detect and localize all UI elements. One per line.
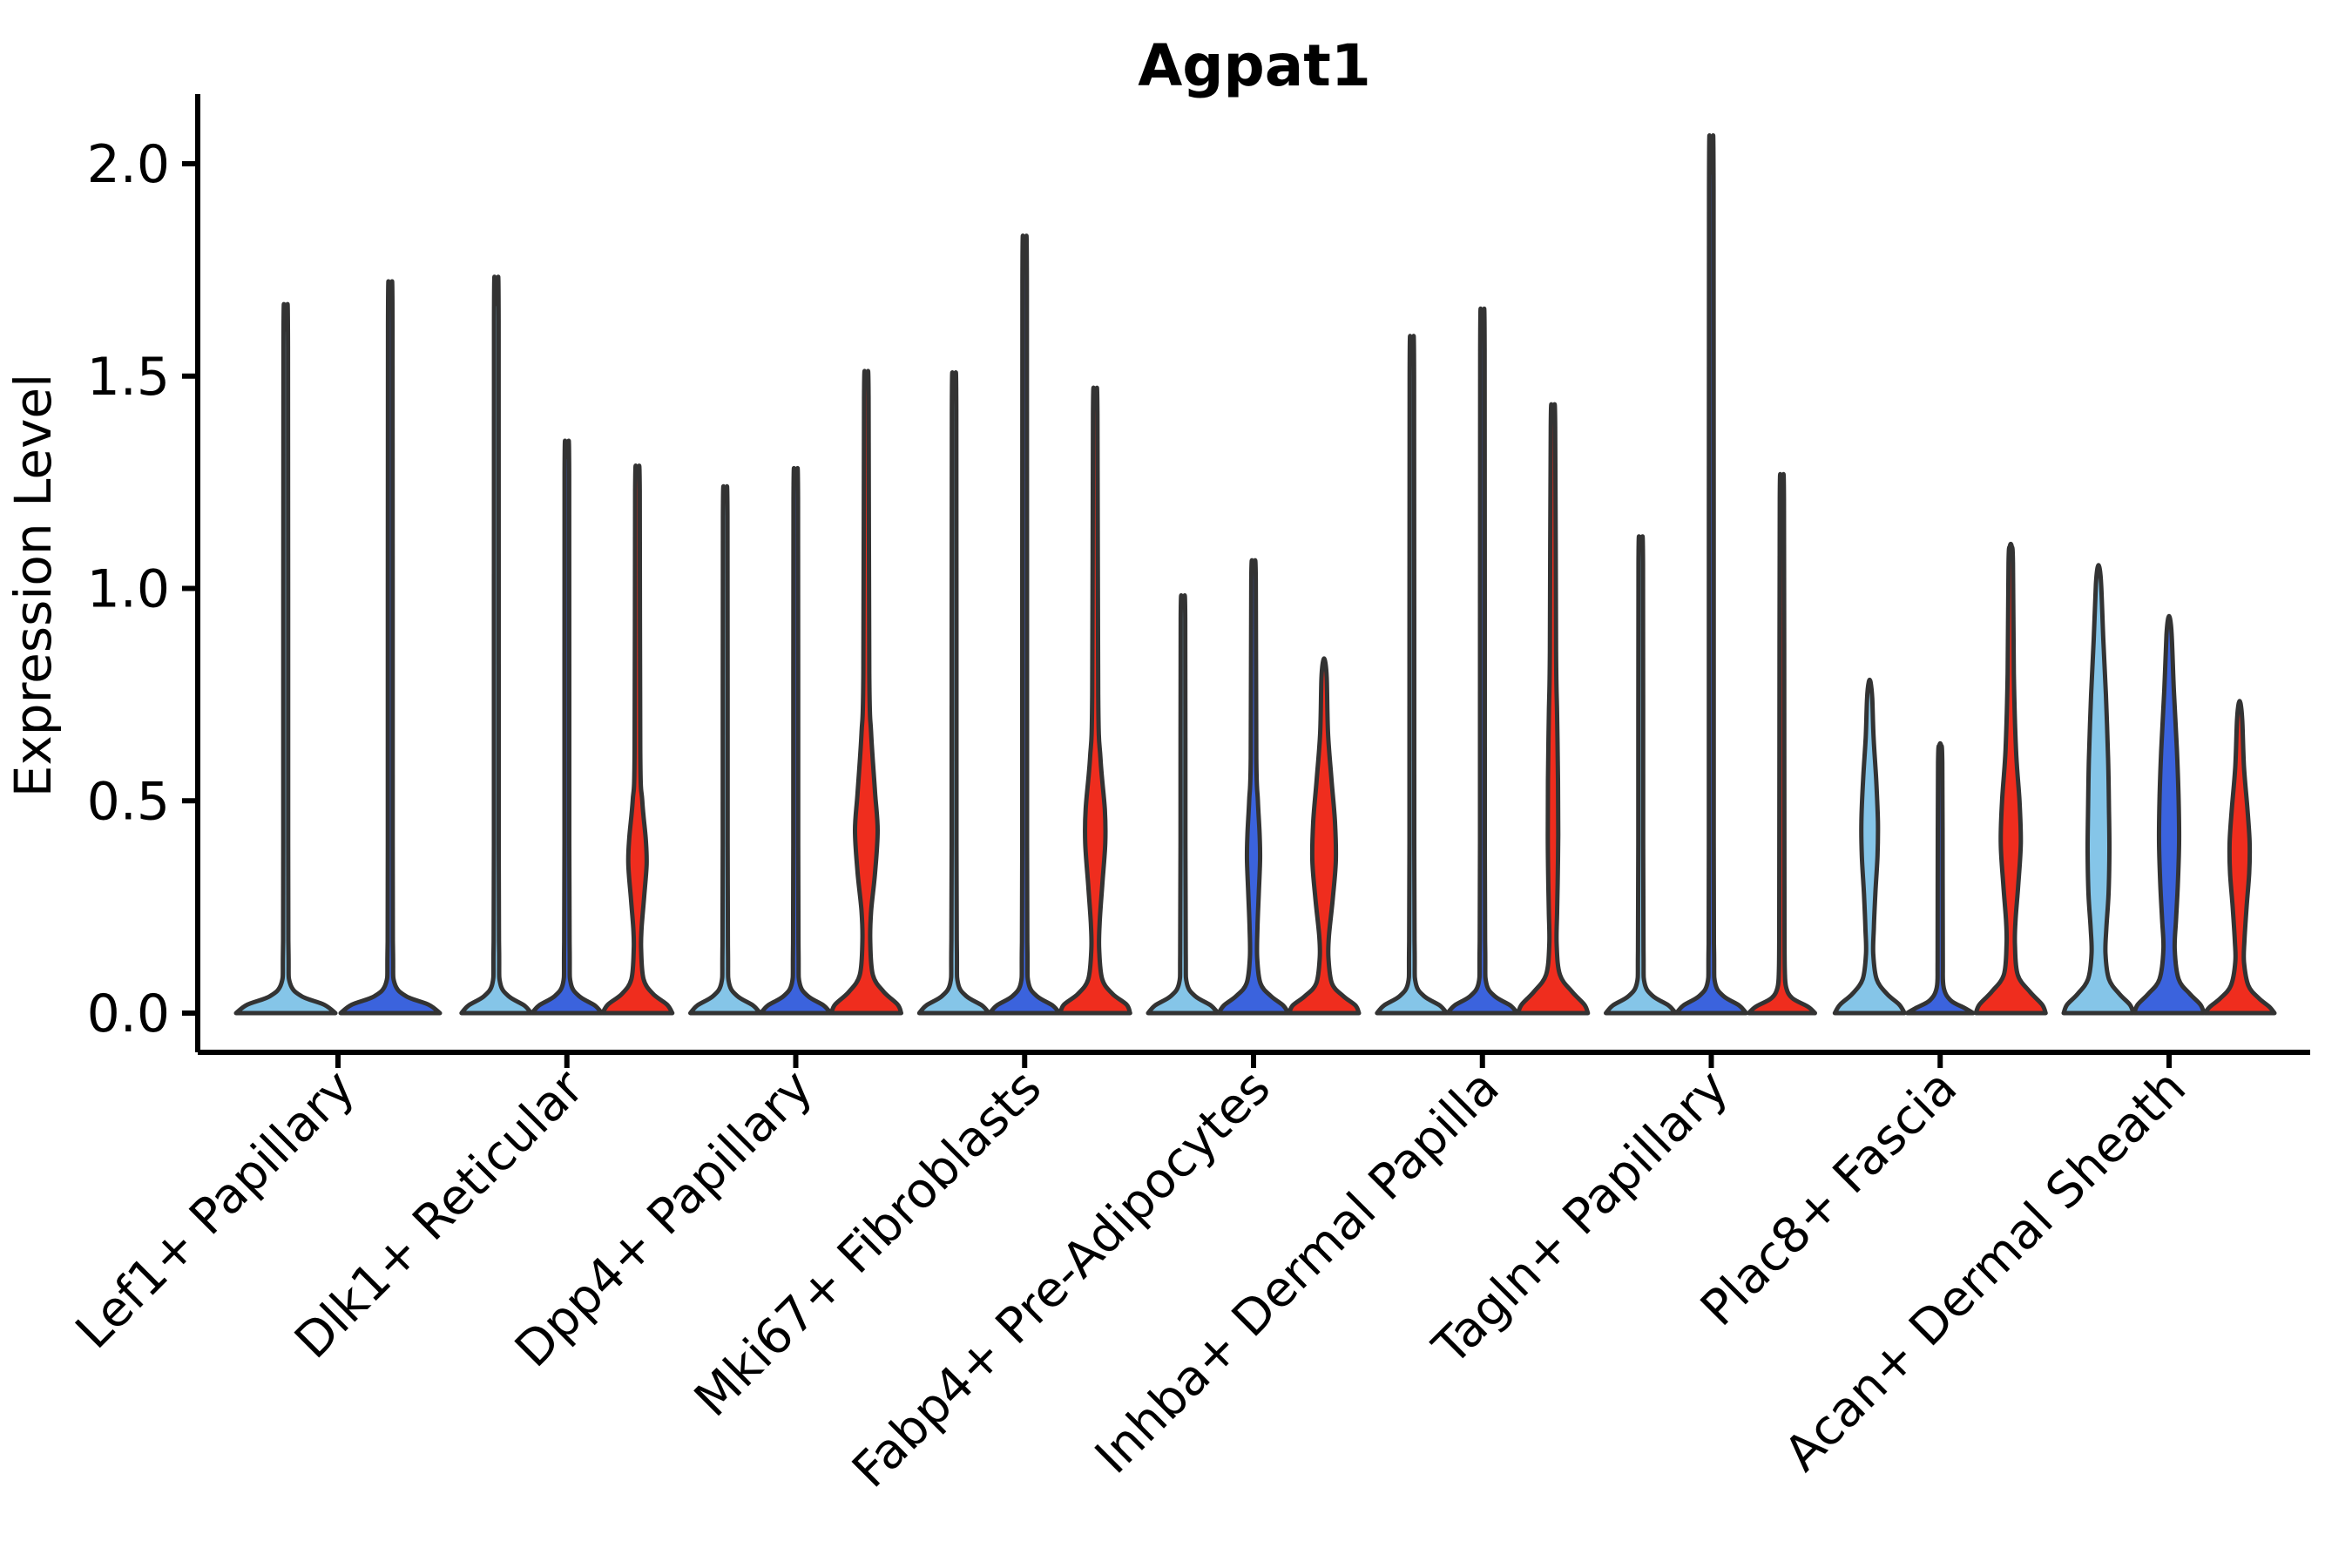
x-tick-label: Inhba+ Dermal Papilla <box>1085 1059 1511 1485</box>
y-tick-label: 1.0 <box>87 559 170 620</box>
violin-red <box>829 368 903 1016</box>
x-tick-label: Acan+ Dermal Sheath <box>1774 1059 2197 1483</box>
violin-dark_blue <box>759 465 833 1016</box>
y-tick-label: 1.5 <box>87 347 170 408</box>
violin-dark_blue <box>1904 740 1976 1016</box>
violin-dark_blue <box>530 438 605 1016</box>
violin-light_blue <box>1604 534 1678 1016</box>
y-tick-label: 0.0 <box>87 983 170 1044</box>
violins-layer <box>233 133 2277 1016</box>
violin-light_blue <box>233 301 338 1016</box>
violin-red <box>1287 656 1362 1016</box>
violin-light_blue <box>688 484 762 1016</box>
violin-red <box>1973 541 2048 1016</box>
violin-light_blue <box>1146 593 1220 1016</box>
violin-dark_blue <box>987 233 1062 1016</box>
violin-red <box>1058 385 1132 1016</box>
violin-dark_blue <box>338 279 443 1016</box>
violin-light_blue <box>459 274 534 1016</box>
violin-red <box>1747 471 1817 1016</box>
violin-light_blue <box>2061 563 2136 1016</box>
x-tick-label: Fabp4+ Pre-Adipocytes <box>841 1059 1281 1499</box>
violin-light_blue <box>1832 677 1907 1016</box>
violin-red <box>1516 402 1591 1016</box>
y-tick-label: 0.5 <box>87 771 170 832</box>
violin-red <box>2202 699 2277 1016</box>
y-axis-title: Expression Level <box>3 374 63 797</box>
violin-dark_blue <box>2132 613 2207 1016</box>
violin-light_blue <box>916 370 991 1016</box>
violin-light_blue <box>1375 334 1450 1016</box>
chart-title: Agpat1 <box>1138 32 1371 99</box>
violin-dark_blue <box>1674 133 1748 1016</box>
violin-dark_blue <box>1216 558 1291 1016</box>
violin-red <box>600 463 675 1016</box>
y-tick-labels: 0.0 0.5 1.0 1.5 2.0 <box>87 134 170 1044</box>
violin-dark_blue <box>1445 306 1520 1016</box>
axes-layer <box>182 94 2310 1068</box>
y-tick-label: 2.0 <box>87 134 170 195</box>
